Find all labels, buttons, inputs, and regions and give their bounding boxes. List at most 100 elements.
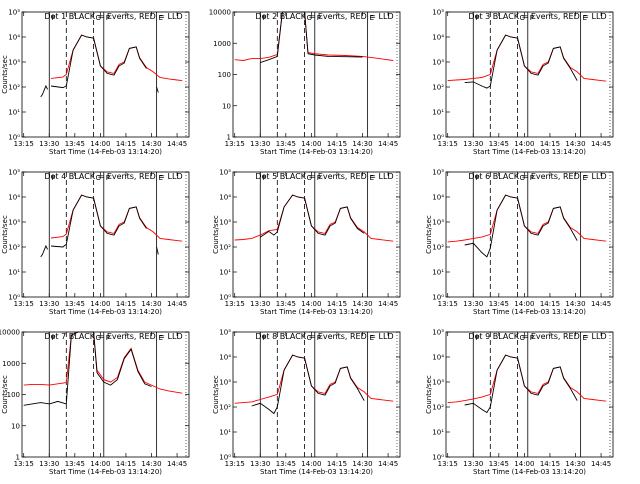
x-tick-label: 14:15	[116, 300, 136, 308]
marker-label: P	[262, 334, 266, 342]
x-tick-label: 14:15	[540, 140, 560, 148]
x-tick-label: 13:30	[250, 460, 270, 468]
series-line-lld	[50, 194, 183, 242]
series-line-lld	[50, 34, 183, 82]
y-tick-label: 10⁰	[432, 294, 444, 302]
x-axis-label: Start Time (14-Feb-03 13:14:20)	[260, 468, 373, 476]
y-tick-label: 10⁰	[8, 294, 20, 302]
y-tick-label: 10⁵	[219, 329, 231, 337]
x-tick-label: 13:15	[438, 460, 458, 468]
y-axis-label: Counts/sec	[1, 55, 9, 94]
y-tick-label: 10¹	[219, 269, 231, 277]
x-axis-label: Start Time (14-Feb-03 13:14:20)	[260, 308, 373, 316]
panel-title: Det 2 BLACK = Events, RED = LLD	[255, 12, 393, 21]
x-tick-label: 14:00	[90, 140, 110, 148]
marker-label: P	[106, 14, 110, 22]
marker-label: P	[475, 334, 479, 342]
y-tick-label: 10⁴	[8, 34, 20, 42]
detector-panel-8: 10⁰ 10¹ 10² 10³ 10⁴ 10⁵ 13:15 13:30 13:45 14:00 14…	[212, 329, 401, 476]
y-tick-label: 10¹	[8, 269, 20, 277]
y-tick-label: 10	[11, 422, 20, 430]
y-tick-label: 10³	[219, 219, 231, 227]
x-tick-label: 14:15	[327, 140, 347, 148]
x-tick-label: 14:30	[141, 460, 161, 468]
marker-label: E	[159, 174, 163, 182]
x-tick-label: 13:15	[225, 460, 245, 468]
panel-title: Det 6 BLACK = Events, RED = LLD	[468, 172, 606, 181]
x-tick-label: 14:15	[327, 300, 347, 308]
marker-label: E	[583, 14, 587, 22]
y-tick-label: 10000	[0, 329, 20, 337]
y-axis-label: Counts/sec	[212, 375, 220, 414]
x-tick-label: 13:30	[463, 460, 483, 468]
y-tick-label: 10¹	[432, 429, 444, 437]
x-tick-label: 13:45	[276, 460, 296, 468]
x-tick-label: 14:30	[352, 300, 372, 308]
y-tick-label: 1	[16, 454, 20, 462]
x-tick-label: 14:45	[167, 140, 187, 148]
x-tick-label: 13:45	[489, 140, 509, 148]
x-tick-label: 13:15	[14, 300, 34, 308]
y-tick-label: 10¹	[432, 109, 444, 117]
x-tick-label: 14:45	[378, 460, 398, 468]
x-tick-label: 14:00	[301, 460, 321, 468]
x-tick-label: 14:45	[378, 140, 398, 148]
marker-label: O	[307, 174, 313, 182]
detector-panel-4: 10⁰ 10¹ 10² 10³ 10⁴ 10⁵ 13:15 13:30 13:45 14:00 14…	[1, 169, 190, 316]
plot-frame	[232, 331, 401, 458]
x-axis-label: Start Time (14-Feb-03 13:14:20)	[473, 308, 586, 316]
y-tick-label: 10⁰	[219, 294, 231, 302]
x-tick-label: 13:15	[14, 460, 34, 468]
marker-label: E	[159, 14, 163, 22]
series-line-events	[251, 354, 365, 415]
y-tick-label: 10¹	[432, 269, 444, 277]
y-tick-label: 10²	[8, 84, 20, 92]
x-tick-label: 14:00	[301, 300, 321, 308]
y-tick-label: 10⁰	[432, 134, 444, 142]
x-tick-label: 13:45	[276, 140, 296, 148]
x-tick-label: 13:45	[65, 300, 85, 308]
y-tick-label: 10⁵	[432, 169, 444, 177]
y-axis-label: Counts/sec	[1, 375, 9, 414]
x-tick-label: 14:45	[591, 140, 611, 148]
y-tick-label: 10⁵	[432, 329, 444, 337]
marker-label: O	[307, 14, 313, 22]
x-tick-label: 13:30	[250, 300, 270, 308]
x-tick-label: 13:45	[489, 460, 509, 468]
x-tick-label: 13:45	[65, 460, 85, 468]
marker-label: O	[520, 174, 526, 182]
x-tick-label: 13:30	[463, 300, 483, 308]
series-line-events	[260, 11, 363, 64]
y-tick-label: 10³	[432, 379, 444, 387]
marker-label: E	[370, 174, 374, 182]
series-line-events	[24, 332, 159, 405]
y-tick-label: 10⁵	[219, 169, 231, 177]
marker-label: P	[317, 174, 321, 182]
marker-label: O	[520, 14, 526, 22]
y-tick-label: 10³	[432, 59, 444, 67]
plot-frame	[445, 11, 614, 138]
x-tick-label: 14:00	[514, 140, 534, 148]
x-tick-label: 13:30	[463, 140, 483, 148]
series-line-events	[464, 34, 578, 89]
x-tick-label: 14:30	[565, 300, 585, 308]
x-tick-label: 14:30	[352, 140, 372, 148]
y-axis-label: Counts/sec	[425, 375, 433, 414]
x-tick-label: 13:15	[14, 140, 34, 148]
y-tick-label: 10⁴	[432, 354, 444, 362]
marker-label: P	[475, 174, 479, 182]
marker-label: E	[370, 14, 374, 22]
y-tick-label: 10¹	[8, 109, 20, 117]
marker-label: O	[96, 174, 102, 182]
y-tick-label: 10³	[432, 219, 444, 227]
marker-label: P	[530, 334, 534, 342]
y-tick-label: 10²	[219, 244, 231, 252]
marker-label: O	[307, 334, 313, 342]
x-tick-label: 14:15	[540, 460, 560, 468]
x-tick-label: 13:30	[250, 140, 270, 148]
x-tick-label: 14:45	[167, 300, 187, 308]
x-tick-label: 13:15	[438, 300, 458, 308]
marker-label: P	[262, 174, 266, 182]
x-tick-label: 13:30	[39, 140, 59, 148]
